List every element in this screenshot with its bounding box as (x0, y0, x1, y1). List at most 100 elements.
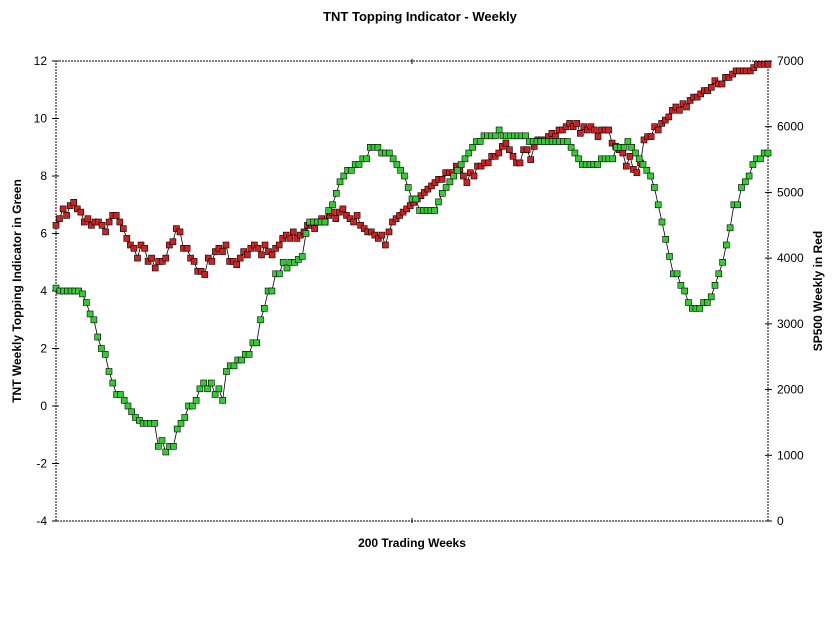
tnt-point (662, 236, 670, 243)
sp500-point (127, 241, 134, 249)
sp500-point (718, 80, 726, 88)
sp500-point (70, 199, 77, 206)
tnt-point (355, 161, 363, 168)
sp500-point (105, 218, 113, 226)
sp500-point (197, 267, 205, 275)
sp500-point (431, 179, 439, 186)
sp500-point (583, 126, 591, 134)
right-tick-label: 7000 (777, 54, 804, 68)
tnt-point (208, 379, 215, 387)
tnt-point (385, 149, 393, 157)
tnt-point (522, 132, 529, 140)
tnt-point (685, 299, 692, 306)
sp500-point (502, 139, 510, 147)
tnt-point (726, 224, 734, 232)
tnt-point (438, 190, 446, 197)
sp500-point (523, 146, 531, 153)
tnt-point (741, 178, 749, 186)
sp500-point (573, 120, 581, 127)
sp500-point (591, 126, 598, 134)
tnt-point (738, 184, 745, 191)
tnt-point (707, 293, 715, 301)
tnt-point (412, 195, 420, 203)
sp500-point (261, 241, 269, 249)
tnt-point (325, 207, 333, 214)
sp500-point (120, 225, 127, 232)
right-tick-label: 0 (777, 514, 784, 528)
sp500-point (605, 126, 612, 134)
tnt-point (442, 184, 450, 191)
sp500-point (378, 231, 386, 239)
sp500-point (509, 153, 517, 160)
tnt-point (79, 290, 86, 298)
x-axis-label: 200 Trading Weeks (358, 536, 466, 550)
tnt-point (647, 172, 654, 180)
sp500-point (417, 192, 425, 199)
sp500-point (219, 248, 226, 255)
sp500-point (357, 222, 364, 229)
sp500-point (339, 205, 347, 213)
left-tick-label: 2 (40, 342, 47, 356)
tnt-point (120, 396, 128, 404)
sp500-point (669, 107, 676, 114)
sp500-point (548, 130, 556, 137)
sp500-point (679, 100, 687, 107)
tnt-point (722, 241, 730, 249)
tnt-point (238, 356, 245, 364)
right-tick-label: 6000 (777, 120, 804, 134)
tnt-point (374, 144, 382, 151)
sp500-point (619, 149, 627, 157)
sp500-point (116, 218, 124, 226)
tnt-point (745, 172, 753, 180)
sp500-point (254, 245, 262, 252)
sp500-point (711, 77, 719, 84)
tnt-point (734, 201, 742, 209)
tnt-point (329, 201, 336, 209)
tnt-point (340, 172, 348, 180)
sp500-point (201, 271, 209, 278)
sp500-point (343, 212, 350, 219)
tnt-point (268, 287, 276, 295)
tnt-point (446, 178, 454, 186)
tnt-point (109, 379, 117, 387)
y-axis-label-left: TNT Weekly Topping Indicator in Green (10, 179, 24, 403)
sp500-point (746, 67, 754, 75)
tnt-point (321, 218, 329, 226)
sp500-point (134, 254, 141, 262)
sp500-point (244, 251, 251, 259)
sp500-point (516, 159, 524, 167)
tnt-point (196, 385, 204, 393)
tnt-series (52, 126, 772, 456)
sp500-point (630, 166, 637, 173)
tnt-point (651, 184, 658, 191)
tnt-point (624, 138, 632, 145)
tnt-point (204, 385, 211, 393)
tnt-point (279, 258, 287, 266)
tnt-point (200, 379, 207, 387)
left-tick-label: -4 (36, 514, 47, 528)
sp500-point (289, 228, 297, 236)
sp500-point (229, 258, 237, 265)
right-tick-label: 1000 (777, 448, 804, 462)
sp500-point (527, 156, 535, 163)
sp500-point (559, 126, 566, 134)
sp500-point (707, 84, 715, 91)
left-tick-label: 6 (40, 227, 47, 241)
tnt-point (719, 258, 726, 266)
tnt-point (393, 161, 401, 168)
sp500-point (63, 212, 70, 219)
tnt-point (457, 161, 465, 168)
sp500-point (151, 264, 159, 272)
right-tick-label: 4000 (777, 251, 804, 265)
tnt-point (632, 149, 639, 157)
sp500-point (633, 169, 641, 176)
sp500-point (56, 215, 63, 222)
tnt-point (620, 144, 628, 151)
tnt-point (230, 362, 238, 370)
sp500-point (137, 241, 145, 249)
tnt-point (635, 155, 643, 163)
left-tick-label: 12 (34, 54, 48, 68)
tnt-point (563, 138, 571, 145)
tnt-point (628, 144, 636, 151)
